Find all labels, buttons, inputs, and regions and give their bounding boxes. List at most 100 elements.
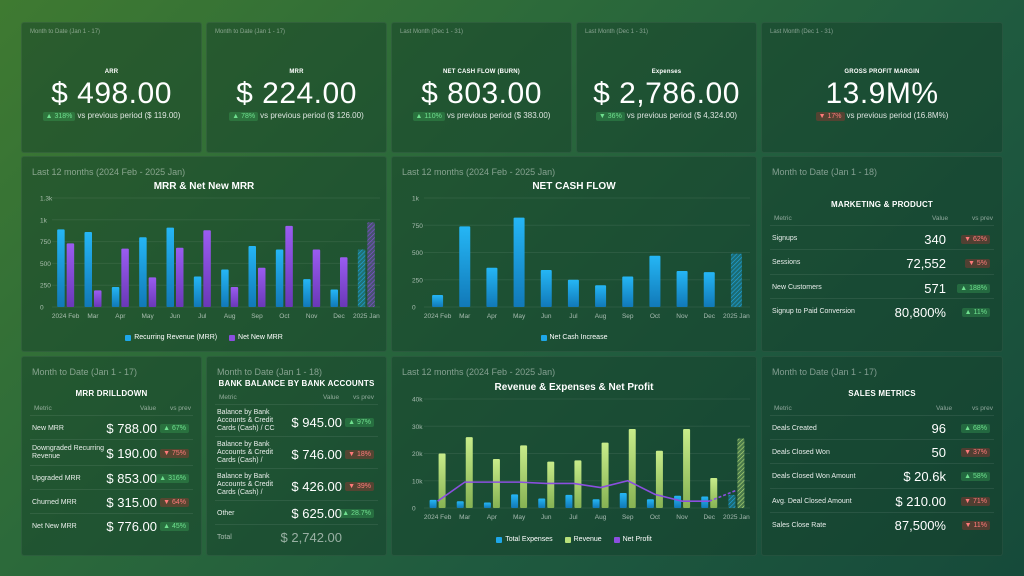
x-tick-label: 2024 Feb bbox=[424, 514, 452, 521]
mrr-chart-card: Last 12 months (2024 Feb - 2025 Jan) MRR… bbox=[21, 156, 387, 352]
y-tick-label: 0 bbox=[412, 305, 416, 312]
x-tick-label: Jul bbox=[569, 313, 578, 320]
bar-revenue bbox=[628, 428, 636, 508]
change-badge: ▼ 11% bbox=[961, 521, 990, 530]
bar-total-expenses bbox=[483, 502, 491, 508]
change-badge: ▼ 37% bbox=[961, 448, 990, 457]
x-tick-label: Aug bbox=[224, 313, 236, 320]
table-row: Avg. Deal Closed Amount $ 210.00 ▼ 71% bbox=[770, 488, 994, 512]
bar-total-expenses bbox=[592, 499, 600, 508]
change-badge: ▲ 188% bbox=[957, 284, 990, 293]
kpi-footer: ▼ 17% vs previous period (16.8M%) bbox=[762, 111, 1002, 121]
y-tick-label: 1k bbox=[412, 196, 420, 203]
legend-item-net-profit[interactable]: Net Profit bbox=[613, 536, 652, 543]
y-tick-label: 40k bbox=[412, 397, 423, 404]
bar-mrr bbox=[193, 276, 202, 307]
x-tick-label: Mar bbox=[87, 313, 99, 320]
legend-item-mrr[interactable]: Recurring Revenue (MRR) bbox=[125, 334, 217, 341]
kpi-footer: ▲ 110% vs previous period ($ 383.00) bbox=[392, 111, 571, 121]
legend-swatch bbox=[496, 536, 503, 543]
table-row: Downgraded Recurring Revenue $ 190.00 ▼ … bbox=[30, 439, 193, 465]
bar-revenue bbox=[520, 445, 528, 508]
bar-net-new-mrr bbox=[258, 267, 266, 307]
legend-swatch bbox=[229, 334, 236, 341]
y-tick-label: 500 bbox=[412, 250, 423, 257]
y-tick-label: 750 bbox=[40, 239, 51, 246]
bar-net-new-mrr bbox=[367, 222, 375, 307]
kpi-value: $ 224.00 bbox=[236, 77, 357, 110]
col-head-prev: vs prev bbox=[972, 215, 993, 222]
bar-net-cash-increase bbox=[676, 271, 688, 307]
legend-swatch bbox=[540, 334, 547, 341]
bar-total-expenses bbox=[538, 498, 546, 508]
bar-total-expenses bbox=[646, 499, 654, 508]
kpi-period: Last Month (Dec 1 - 31) bbox=[400, 29, 464, 35]
table-row: Sessions 72,552 ▼ 5% bbox=[770, 249, 994, 273]
x-tick-label: Oct bbox=[650, 514, 660, 521]
line-net-profit bbox=[437, 479, 710, 502]
kpi-card-mrr: Month to Date (Jan 1 - 17) MRR $ 224.00 … bbox=[206, 22, 387, 153]
legend-item-revenue[interactable]: Revenue bbox=[564, 536, 602, 543]
y-tick-label: 1k bbox=[40, 217, 48, 224]
change-badge: ▼ 75% bbox=[160, 449, 189, 458]
x-tick-label: Mar bbox=[459, 313, 471, 320]
table-row: Deals Closed Won Amount $ 20.6k ▲ 58% bbox=[770, 463, 994, 487]
chart-title: MRR & Net New MRR bbox=[153, 181, 255, 192]
bar-revenue bbox=[737, 438, 745, 508]
table-row: Net New MRR $ 776.00 ▲ 45% bbox=[30, 513, 193, 537]
legend-swatch bbox=[125, 334, 132, 341]
table-row: Deals Closed Won 50 ▼ 37% bbox=[770, 439, 994, 463]
y-tick-label: 30k bbox=[412, 424, 423, 431]
bar-mrr bbox=[248, 245, 256, 307]
x-tick-label: Oct bbox=[650, 313, 660, 320]
x-tick-label: Jul bbox=[569, 514, 578, 521]
table-period: Month to Date (Jan 1 - 18) bbox=[772, 167, 878, 177]
table-row: Balance by Bank Accounts & Credit Cards … bbox=[215, 436, 378, 468]
bar-mrr bbox=[330, 289, 338, 307]
kpi-period: Last Month (Dec 1 - 31) bbox=[770, 29, 834, 35]
bank-balance-card: Month to Date (Jan 1 - 18) BANK BALANCE … bbox=[206, 356, 387, 556]
x-tick-label: Dec bbox=[703, 313, 715, 320]
y-tick-label: 1.3k bbox=[40, 196, 53, 203]
table-total-row: Total $ 2,742.00 bbox=[215, 524, 378, 548]
legend-swatch bbox=[613, 536, 620, 543]
col-head-metric: Metric bbox=[219, 394, 237, 401]
change-badge: ▲ 11% bbox=[961, 308, 990, 317]
x-tick-label: Nov bbox=[676, 313, 688, 320]
table-title: MRR DRILLDOWN bbox=[75, 389, 148, 398]
x-tick-label: Jun bbox=[170, 313, 181, 320]
y-tick-label: 250 bbox=[40, 283, 51, 290]
chart-period: Last 12 months (2024 Feb - 2025 Jan) bbox=[32, 167, 186, 177]
bar-total-expenses bbox=[674, 495, 682, 508]
bar-mrr bbox=[111, 286, 120, 307]
bar-revenue bbox=[710, 478, 718, 508]
bar-net-cash-increase bbox=[622, 276, 634, 307]
change-badge: ▼ 36% bbox=[595, 112, 625, 121]
change-badge: ▲ 78% bbox=[229, 112, 259, 121]
bar-total-expenses bbox=[701, 496, 709, 508]
kpi-period: Month to Date (Jan 1 - 17) bbox=[30, 29, 101, 35]
legend-item-net-new-mrr[interactable]: Net New MRR bbox=[229, 334, 283, 341]
bar-total-expenses bbox=[429, 499, 437, 508]
chart-period: Last 12 months (2024 Feb - 2025 Jan) bbox=[402, 167, 556, 177]
x-tick-label: Apr bbox=[115, 313, 126, 320]
change-badge: ▲ 318% bbox=[42, 112, 76, 121]
bar-net-cash-increase bbox=[486, 267, 498, 307]
kpi-period: Month to Date (Jan 1 - 17) bbox=[215, 29, 286, 35]
x-tick-label: Sep bbox=[251, 313, 263, 320]
chart-title: Revenue & Expenses & Net Profit bbox=[494, 382, 654, 393]
chart-period: Last 12 months (2024 Feb - 2025 Jan) bbox=[402, 367, 556, 377]
change-badge: ▲ 97% bbox=[345, 418, 374, 427]
table-row: Sales Close Rate 87,500% ▼ 11% bbox=[770, 512, 994, 536]
legend-item-net-cash-increase[interactable]: Net Cash Increase bbox=[540, 334, 607, 341]
kpi-card-arr: Month to Date (Jan 1 - 17) ARR $ 498.00 … bbox=[21, 22, 202, 153]
table-row: Upgraded MRR $ 853.00 ▲ 316% bbox=[30, 465, 193, 489]
y-tick-label: 0 bbox=[412, 506, 416, 513]
x-tick-label: 2025 Jan bbox=[353, 313, 380, 320]
kpi-title: MRR bbox=[289, 69, 304, 75]
y-tick-label: 500 bbox=[40, 261, 51, 268]
legend-item-total-expenses[interactable]: Total Expenses bbox=[496, 536, 553, 543]
table-title: SALES METRICS bbox=[848, 389, 916, 398]
x-tick-label: Sep bbox=[622, 514, 634, 521]
table-row: New MRR $ 788.00 ▲ 67% bbox=[30, 415, 193, 439]
